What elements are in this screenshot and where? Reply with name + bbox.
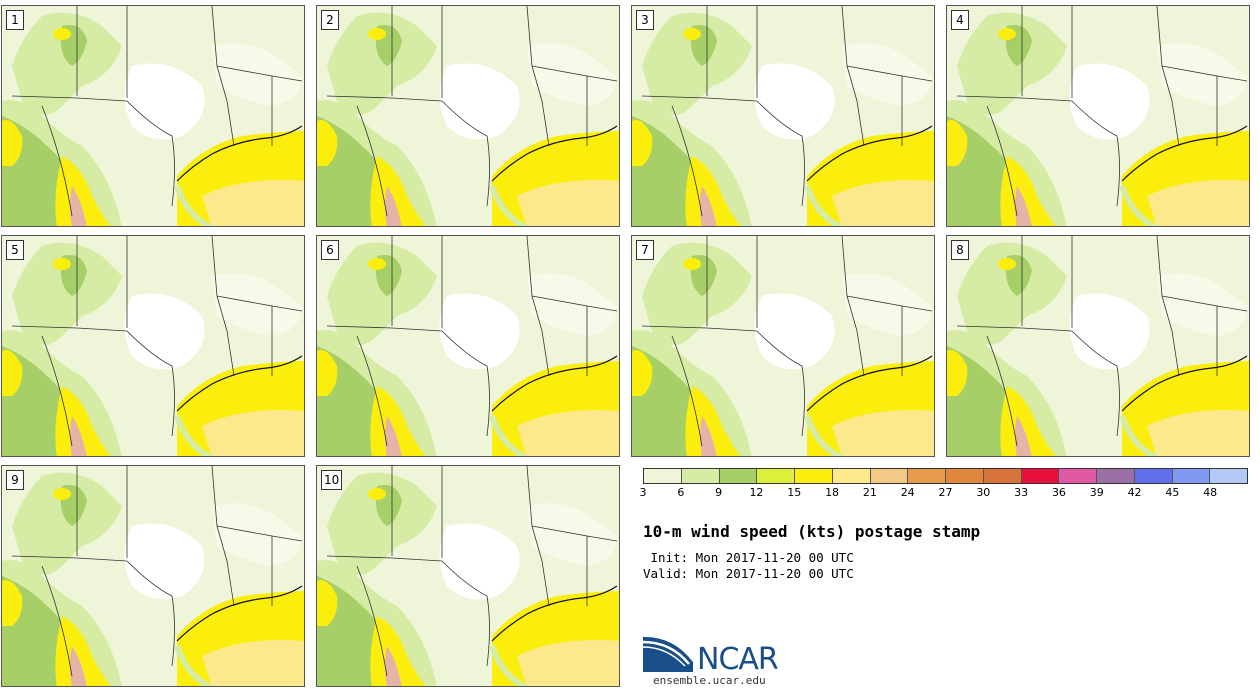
colorbar-tick-label: 24: [900, 486, 915, 499]
panel-label: 1: [6, 10, 24, 30]
colorbar-swatch: [983, 469, 1022, 483]
wind-speed-map: [2, 466, 304, 686]
colorbar-tick-label: 12: [749, 486, 764, 499]
panel-label: 9: [6, 470, 24, 490]
wind-speed-map: [317, 236, 619, 456]
colorbar-tick-labels: 3 6 9 12 15 18 21 24 27 30 33 36 39 42 45 48: [639, 486, 1248, 500]
wind-speed-map: [2, 236, 304, 456]
colorbar-tick-label: 15: [787, 486, 802, 499]
colorbar-swatch: [946, 469, 984, 483]
colorbar-swatch: [644, 469, 682, 483]
wind-speed-colorbar: [643, 468, 1248, 484]
colorbar-swatch: [1134, 469, 1173, 483]
panel-label: 10: [321, 470, 343, 490]
valid-time: Valid: Mon 2017-11-20 00 UTC: [643, 566, 854, 581]
member-map-panel: 9: [1, 465, 305, 687]
colorbar-tick-label: 48: [1203, 486, 1218, 499]
colorbar-swatch: [1021, 469, 1060, 483]
colorbar-swatch: [681, 469, 720, 483]
colorbar-tick-label: 42: [1127, 486, 1142, 499]
panel-label: 4: [951, 10, 969, 30]
panel-label: 7: [636, 240, 654, 260]
wind-speed-map: [632, 236, 934, 456]
wind-speed-map: [317, 466, 619, 686]
colorbar-swatch: [1097, 469, 1135, 483]
wind-speed-map: [632, 6, 934, 226]
colorbar-tick-label: 6: [677, 486, 685, 499]
member-map-panel: 1: [1, 5, 305, 227]
member-map-panel: 8: [946, 235, 1250, 457]
colorbar-tick-label: 36: [1051, 486, 1066, 499]
colorbar-tick-label: 39: [1089, 486, 1104, 499]
wind-speed-map: [317, 6, 619, 226]
member-map-panel: 2: [316, 5, 620, 227]
member-map-panel: 3: [631, 5, 935, 227]
colorbar-tick-label: 3: [639, 486, 647, 499]
colorbar-tick-label: 18: [825, 486, 840, 499]
panel-label: 6: [321, 240, 339, 260]
colorbar-tick-label: 27: [938, 486, 953, 499]
panel-label: 8: [951, 240, 969, 260]
wind-speed-map: [947, 6, 1249, 226]
colorbar-swatch: [908, 469, 946, 483]
member-map-panel: 6: [316, 235, 620, 457]
colorbar-swatch: [757, 469, 795, 483]
panel-label: 2: [321, 10, 339, 30]
colorbar-tick-label: 21: [862, 486, 877, 499]
colorbar-swatch: [832, 469, 871, 483]
member-map-panel: 5: [1, 235, 305, 457]
colorbar-swatch: [870, 469, 909, 483]
logo-text: NCAR: [697, 642, 779, 677]
ncar-logo-icon: [643, 636, 693, 672]
member-map-panel: 4: [946, 5, 1250, 227]
wind-speed-map: [947, 236, 1249, 456]
chart-title: 10-m wind speed (kts) postage stamp: [643, 522, 981, 541]
panel-label: 5: [6, 240, 24, 260]
member-map-panel: 7: [631, 235, 935, 457]
member-map-panel: 10: [316, 465, 620, 687]
colorbar-swatch: [1059, 469, 1097, 483]
colorbar-swatch: [719, 469, 758, 483]
colorbar-swatch: [795, 469, 833, 483]
init-time: Init: Mon 2017-11-20 00 UTC: [643, 550, 854, 565]
colorbar-swatch: [1210, 469, 1247, 483]
colorbar-tick-label: 45: [1165, 486, 1180, 499]
website-link: ensemble.ucar.edu: [653, 674, 766, 687]
colorbar-tick-label: 9: [715, 486, 723, 499]
colorbar-tick-label: 30: [976, 486, 991, 499]
colorbar-tick-label: 33: [1014, 486, 1029, 499]
colorbar-swatch: [1172, 469, 1211, 483]
wind-speed-map: [2, 6, 304, 226]
panel-label: 3: [636, 10, 654, 30]
